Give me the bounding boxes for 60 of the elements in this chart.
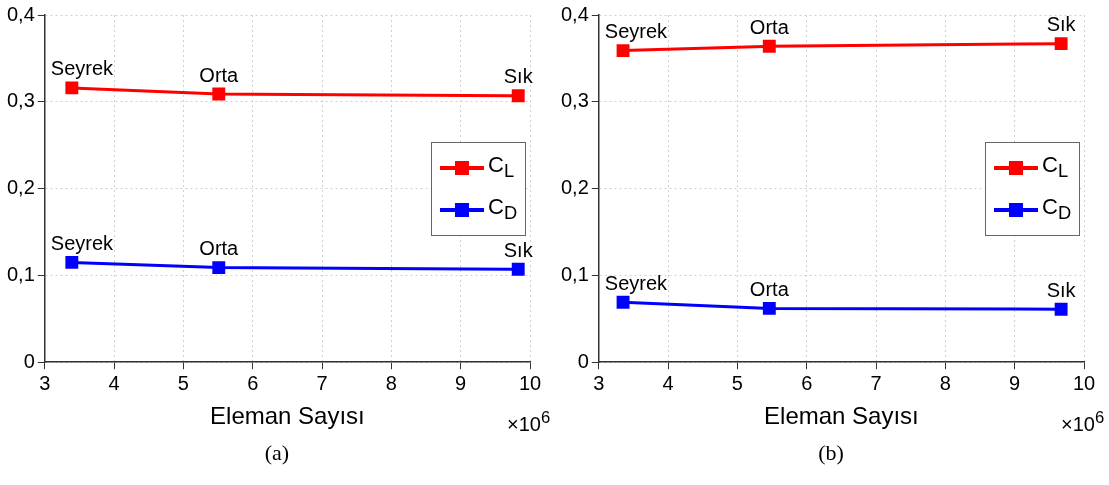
annotation: Sık — [503, 238, 534, 261]
annotation: Seyrek — [50, 231, 115, 254]
x-tick-label: 9 — [455, 371, 467, 394]
x-axis-title: Eleman Sayısı — [210, 402, 365, 430]
x-tick-label: 4 — [108, 371, 120, 394]
point — [616, 295, 630, 309]
x-tick-label: 10 — [1072, 371, 1096, 394]
x-tick-label: 6 — [247, 371, 259, 394]
x-tick-label: 5 — [731, 371, 743, 394]
point — [616, 44, 630, 58]
x-axis-title: Eleman Sayısı — [764, 402, 919, 430]
point — [212, 87, 226, 101]
annotation: Seyrek — [50, 57, 115, 80]
y-tick-label: 0,2 — [560, 176, 589, 199]
annotation: Sık — [1046, 13, 1077, 36]
y-tick-label: 0,3 — [6, 89, 35, 112]
legend-label: C$_{D}$ — [488, 194, 518, 225]
y-tick-label: 0,1 — [6, 262, 35, 285]
point — [65, 255, 79, 269]
point — [762, 301, 776, 315]
point — [511, 89, 525, 103]
text: (a) — [263, 440, 291, 466]
x-tick-label: 9 — [1009, 371, 1021, 394]
annotation: Seyrek — [604, 271, 669, 294]
point — [511, 262, 525, 276]
x-tick-label: 6 — [801, 371, 813, 394]
y-tick-label: 0,1 — [560, 262, 589, 285]
x-tick-label: 10 — [518, 371, 542, 394]
point — [65, 81, 79, 95]
x-tick-label: 7 — [316, 371, 328, 394]
y-tick-label: 0,2 — [6, 176, 35, 199]
legend-label: C$_{L}$ — [488, 152, 515, 183]
y-tick-label: 0,4 — [560, 2, 589, 25]
x-tick-label: 4 — [662, 371, 674, 394]
annotation: Orta — [199, 237, 240, 260]
x-tick-label: 5 — [177, 371, 189, 394]
y-tick-label: 0,4 — [6, 2, 35, 25]
point — [212, 261, 226, 275]
annotation: Orta — [199, 63, 240, 86]
x-tick-label: 3 — [593, 371, 605, 394]
legend-label: C$_{D}$ — [1042, 194, 1072, 225]
point — [762, 39, 776, 53]
annotation: Orta — [749, 277, 790, 300]
annotation: Sık — [503, 65, 534, 88]
y-tick-label: 0,3 — [560, 89, 589, 112]
text: ×10$^{6}$ — [1061, 408, 1105, 436]
y-tick-label: 0 — [23, 349, 35, 372]
x-tick-label: 7 — [870, 371, 882, 394]
x-tick-label: 3 — [39, 371, 51, 394]
annotation: Seyrek — [604, 20, 669, 43]
annotation: Orta — [749, 15, 790, 38]
text: (b) — [817, 440, 845, 466]
point — [1054, 37, 1068, 51]
x-tick-label: 8 — [385, 371, 397, 394]
y-tick-label: 0 — [577, 349, 589, 372]
legend-label: C$_{L}$ — [1042, 152, 1069, 183]
point — [1054, 302, 1068, 316]
annotation: Sık — [1046, 278, 1077, 301]
text: ×10$^{6}$ — [507, 408, 551, 436]
x-tick-label: 8 — [939, 371, 951, 394]
